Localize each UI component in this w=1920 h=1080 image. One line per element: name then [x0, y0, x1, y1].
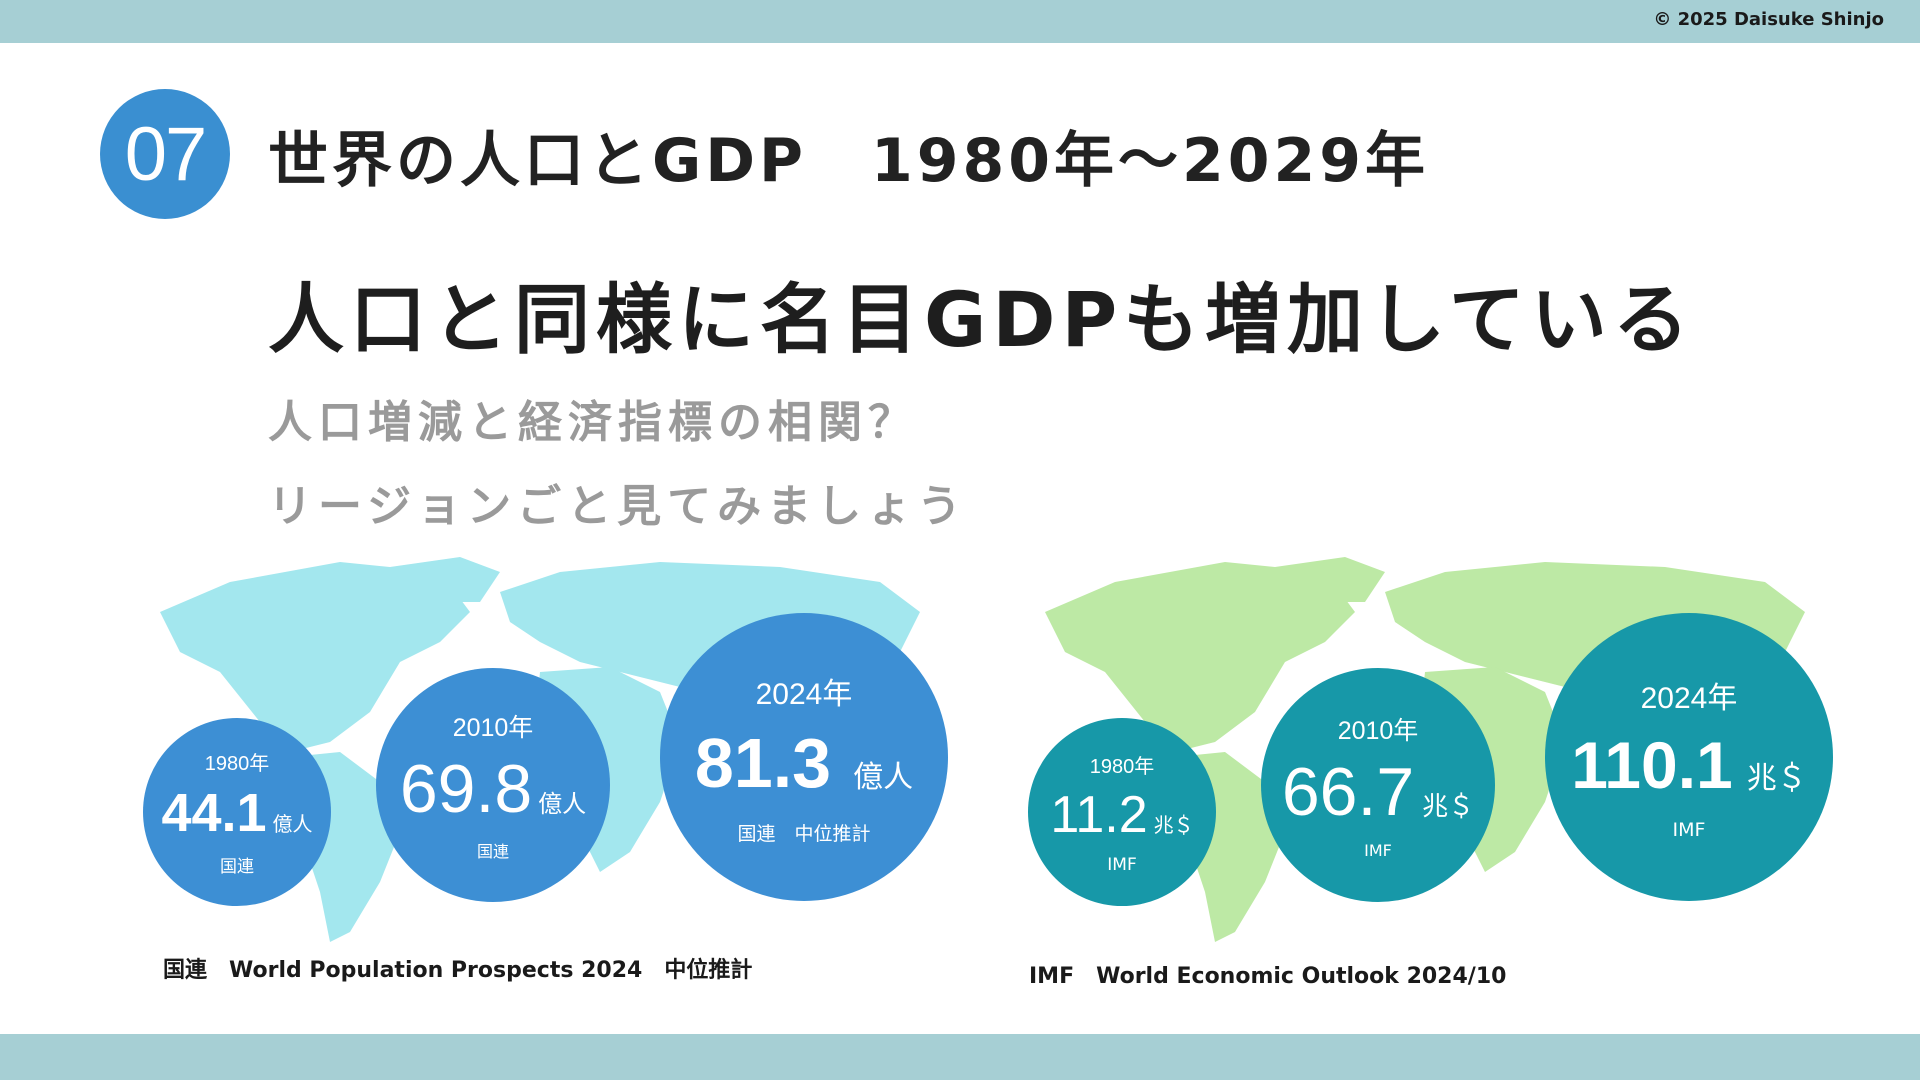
circle-value: 69.8	[399, 751, 533, 827]
subtitle-line-2: リージョンごと見てみましょう	[268, 481, 968, 532]
circle-value: 110.1	[1571, 728, 1733, 802]
circle-value: 44.1	[161, 783, 267, 843]
population-source-caption: 国連 World Population Prospects 2024 中位推計	[163, 958, 753, 983]
gdp-circle-1980: 1980年 11.2 兆＄ IMF	[1028, 718, 1216, 906]
circle-source: IMF	[1364, 840, 1392, 860]
circle-unit: 億人	[853, 759, 914, 795]
top-band	[0, 0, 1920, 43]
bottom-band	[0, 1034, 1920, 1080]
circle-source: 国連 中位推計	[737, 822, 871, 845]
circle-year: 2010年	[452, 714, 534, 742]
circle-year: 2024年	[1640, 682, 1738, 715]
circle-source: IMF	[1107, 854, 1137, 875]
slide-title: 世界の人口とGDP 1980年～2029年	[268, 126, 1430, 196]
circle-unit: 億人	[538, 790, 587, 818]
circle-source: 国連	[220, 857, 254, 877]
gdp-source-caption: IMF World Economic Outlook 2024/10	[1029, 964, 1507, 989]
copyright-notice: © 2025 Daisuke Shinjo	[1653, 9, 1884, 30]
circle-value: 66.7	[1281, 753, 1415, 830]
circle-unit: 億人	[272, 812, 313, 836]
circle-year: 1980年	[1089, 755, 1155, 778]
circle-unit: 兆＄	[1153, 812, 1194, 837]
circle-year: 2024年	[755, 677, 853, 711]
circle-unit: 兆＄	[1746, 761, 1807, 796]
circle-source: 国連	[476, 842, 509, 861]
circle-value: 81.3	[694, 723, 832, 802]
population-circle-1980: 1980年 44.1 億人 国連	[143, 718, 331, 906]
circle-unit: 兆＄	[1422, 791, 1475, 822]
gdp-circle-2010: 2010年 66.7 兆＄ IMF	[1261, 668, 1495, 902]
slide-number-badge: 07	[100, 89, 230, 219]
subtitle-line-1: 人口増減と経済指標の相関？	[268, 397, 918, 448]
population-circle-2024: 2024年 81.3 億人 国連 中位推計	[660, 613, 948, 901]
circle-value: 11.2	[1050, 785, 1148, 844]
slide-headline: 人口と同様に名目GDPも増加している	[268, 275, 1695, 364]
circle-year: 2010年	[1337, 716, 1419, 745]
population-circle-2010: 2010年 69.8 億人 国連	[376, 668, 610, 902]
circle-source: IMF	[1672, 819, 1706, 841]
circle-year: 1980年	[204, 753, 270, 775]
gdp-circle-2024: 2024年 110.1 兆＄ IMF	[1545, 613, 1833, 901]
